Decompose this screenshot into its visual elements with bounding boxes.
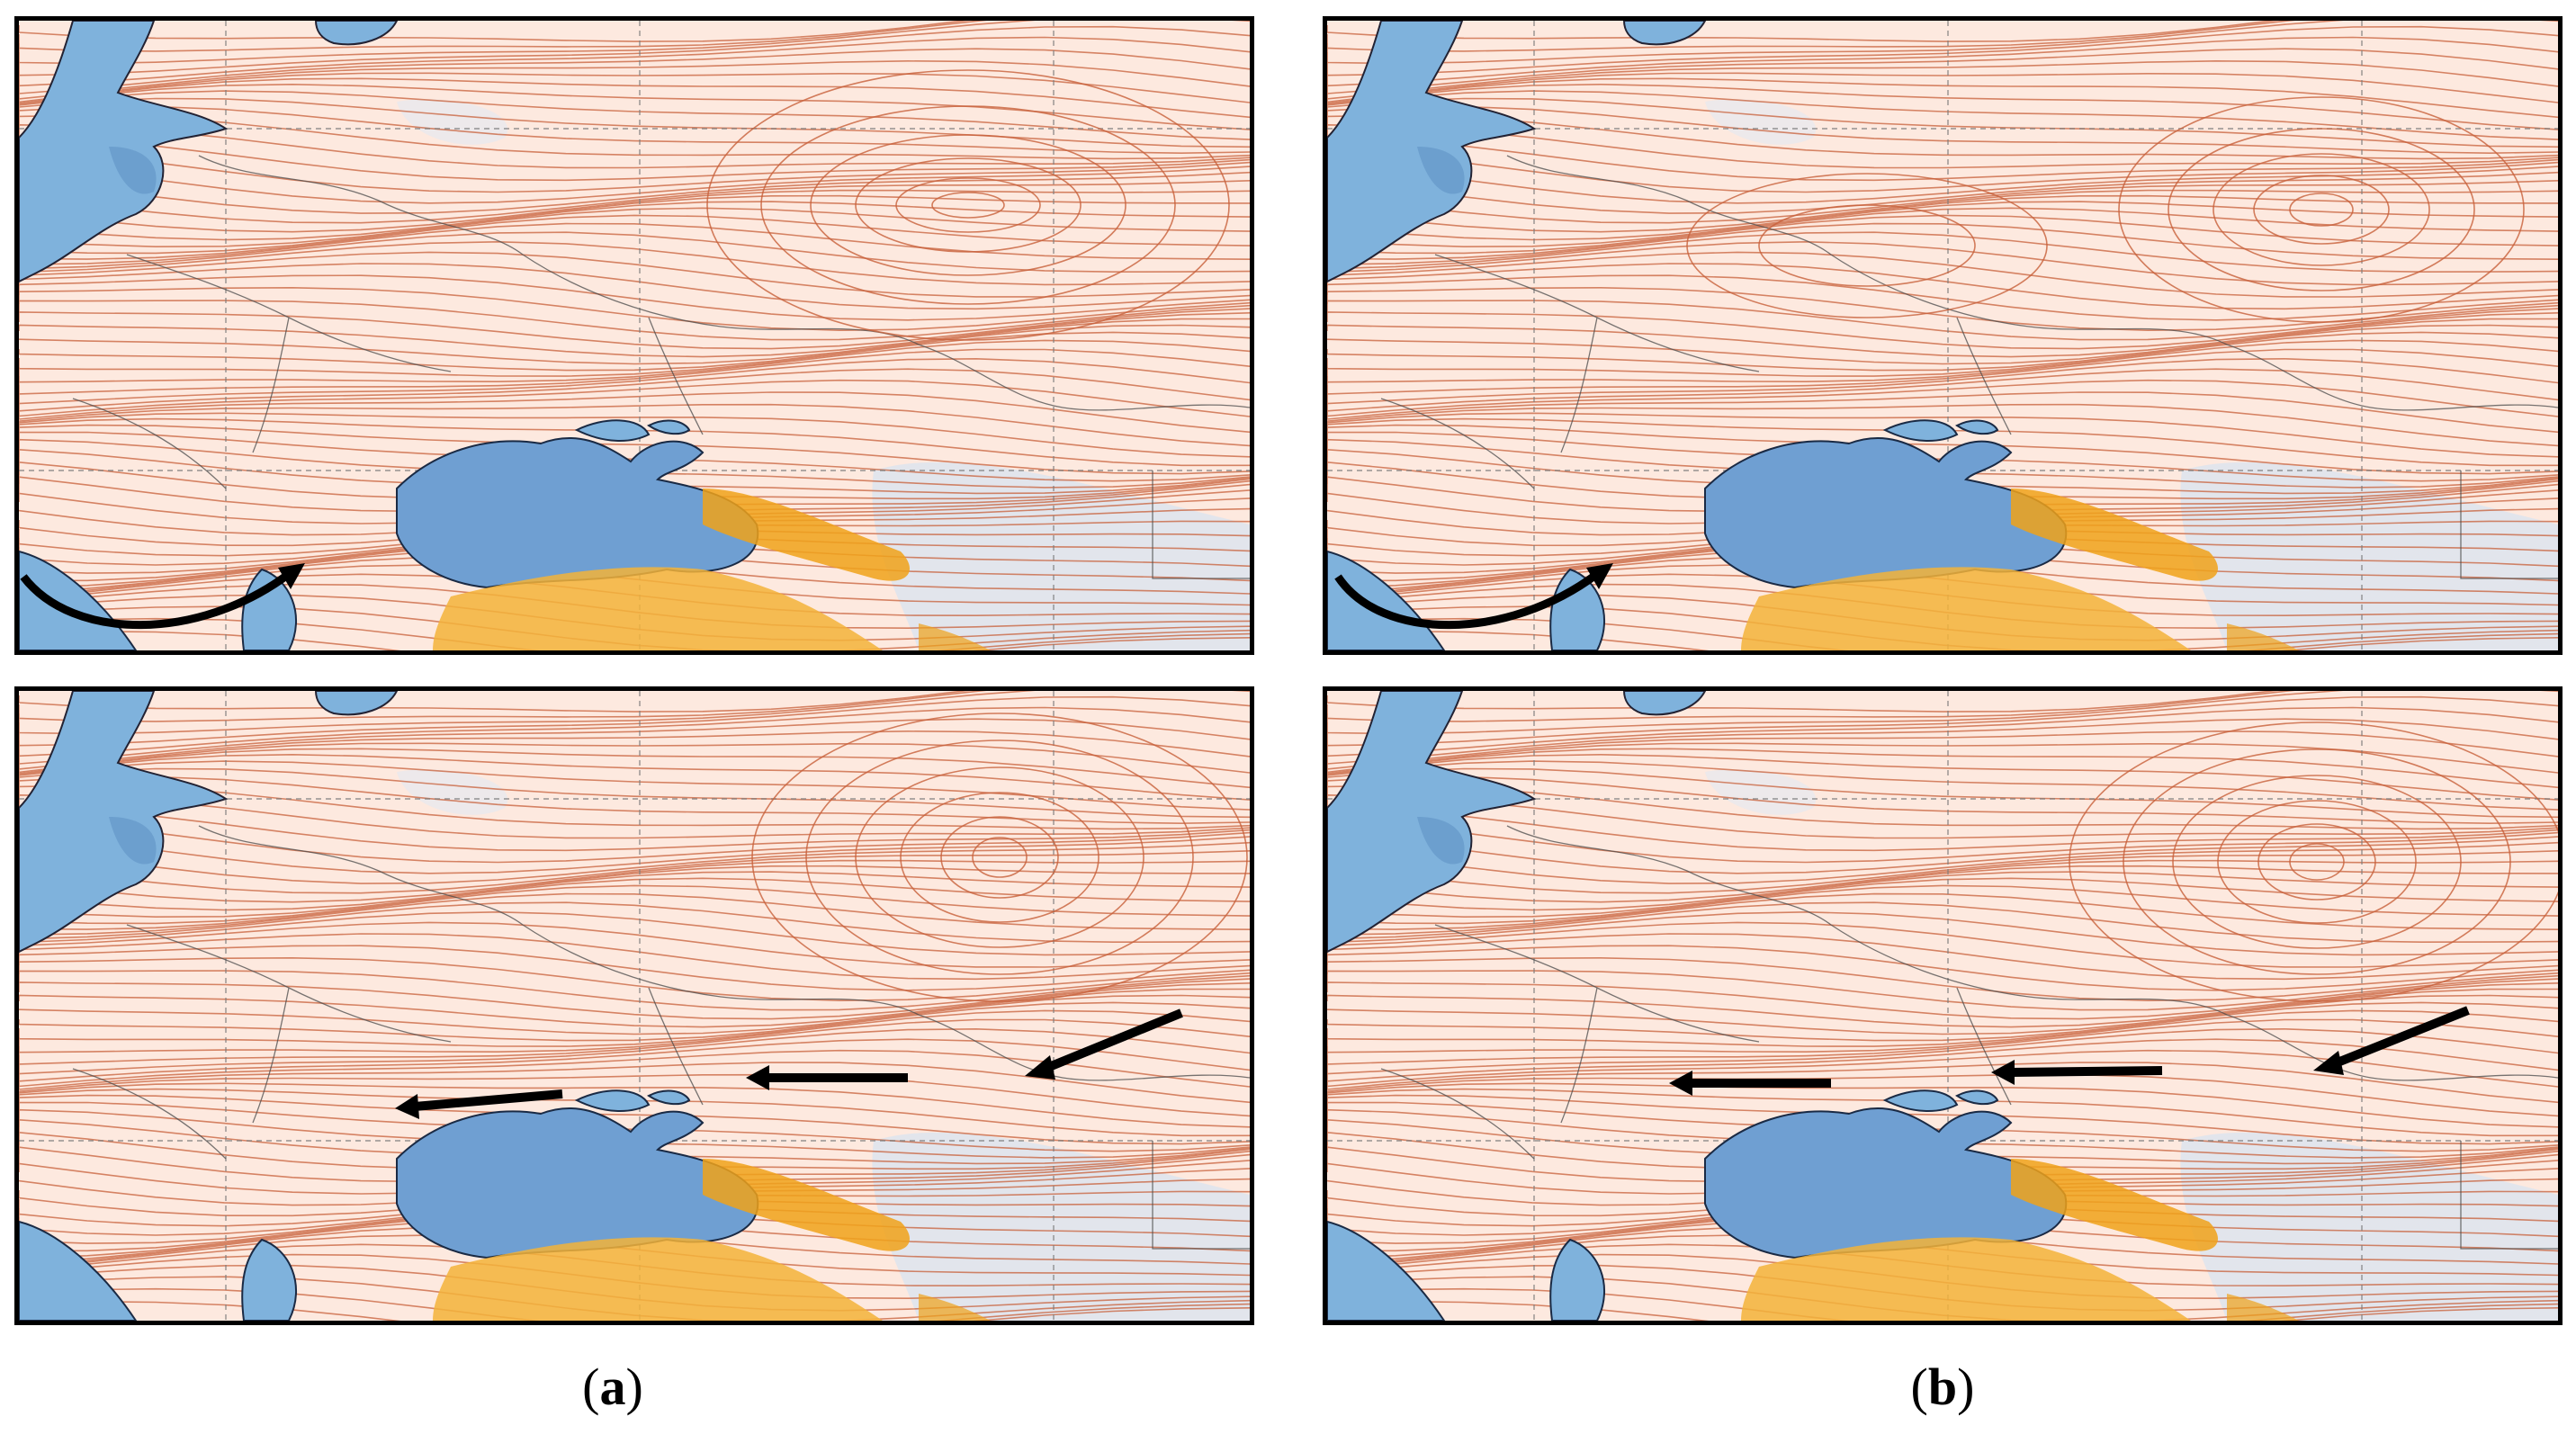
map-panel-a-top — [14, 16, 1254, 655]
flow-arrow — [1025, 1008, 1183, 1080]
map-panel-a-bottom — [14, 686, 1254, 1325]
caption-letter: b — [1927, 1358, 1958, 1416]
streamline-map — [1327, 691, 2558, 1321]
streamline-map — [19, 21, 1250, 650]
map-panel-b-bottom — [1323, 686, 2563, 1325]
caption-a: (a) — [582, 1358, 643, 1416]
curved-flow-arrow — [20, 563, 305, 630]
caption-b: (b) — [1910, 1358, 1975, 1416]
streamline-map — [1327, 21, 2558, 650]
map-panel-b-top — [1323, 16, 2563, 655]
curved-flow-arrow — [1334, 563, 1613, 630]
streamline-map — [19, 691, 1250, 1321]
flow-arrow — [746, 1065, 908, 1090]
flow-arrow — [395, 1089, 563, 1119]
flow-arrow — [1669, 1071, 1831, 1096]
flow-arrow — [1991, 1060, 2163, 1085]
caption-letter: a — [599, 1358, 626, 1416]
flow-arrow — [2313, 1006, 2470, 1075]
